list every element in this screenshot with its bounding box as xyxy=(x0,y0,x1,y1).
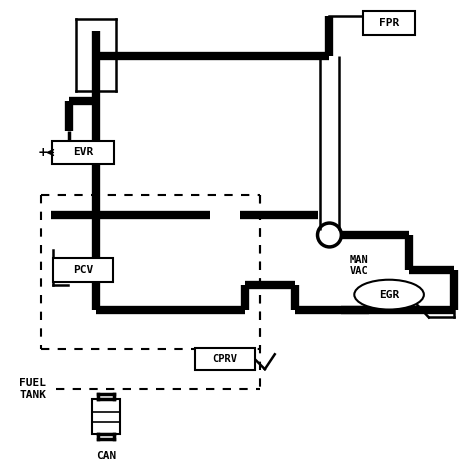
Text: CAN: CAN xyxy=(96,451,116,461)
FancyBboxPatch shape xyxy=(52,141,114,164)
Text: PCV: PCV xyxy=(73,265,93,275)
Text: +: + xyxy=(38,146,48,159)
Text: MAN
VAC: MAN VAC xyxy=(349,255,368,276)
Bar xyxy=(92,399,120,434)
FancyBboxPatch shape xyxy=(195,348,255,370)
Text: FUEL
TANK: FUEL TANK xyxy=(19,378,46,400)
Text: EVR: EVR xyxy=(73,147,93,158)
Text: FPR: FPR xyxy=(379,18,399,28)
Text: EGR: EGR xyxy=(379,290,399,300)
Text: CPRV: CPRV xyxy=(212,354,237,364)
FancyBboxPatch shape xyxy=(363,11,415,35)
Ellipse shape xyxy=(354,280,424,309)
FancyBboxPatch shape xyxy=(53,258,113,282)
